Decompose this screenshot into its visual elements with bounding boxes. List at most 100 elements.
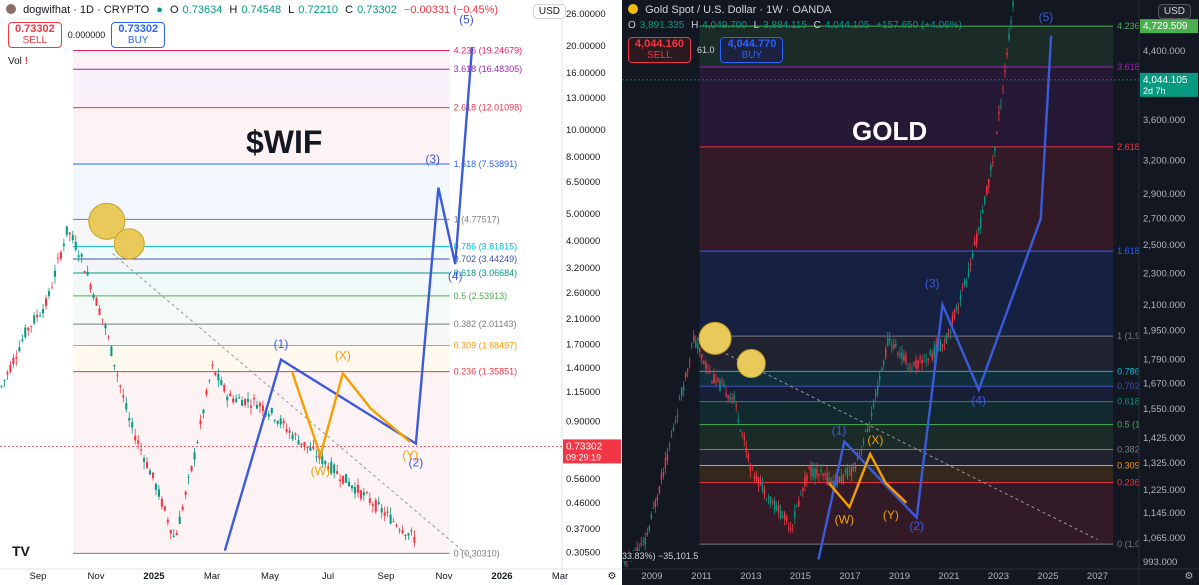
candle-body	[86, 271, 89, 276]
volume-label[interactable]: Vol !	[8, 56, 29, 67]
fib-band	[73, 272, 450, 296]
candle-body	[751, 465, 754, 466]
time-tick-label: 2009	[641, 571, 662, 582]
fib-level-label: 2.618 (12.01098)	[454, 103, 523, 113]
candle-body	[897, 353, 899, 355]
candle-body	[773, 500, 776, 510]
wave-label: (W)	[311, 464, 330, 478]
candle-body	[729, 396, 731, 400]
candle-body	[648, 526, 650, 531]
candle-body	[1006, 53, 1008, 56]
candle-body	[291, 434, 294, 440]
candle-body	[830, 481, 832, 483]
candle-body	[157, 489, 160, 497]
candle-body	[214, 372, 217, 376]
candle-body	[95, 297, 98, 306]
candle-body	[380, 508, 383, 513]
price-tick-label: 2.60000	[566, 288, 600, 299]
wif-chart-canvas[interactable]: 4.236 (19.24679) 3.618 (16.48305) 2.618 (1…	[0, 0, 622, 585]
candle-body	[238, 397, 241, 399]
gold-chart-canvas[interactable]: 4.236 (4,729.3.618 (4,199.2.618 (3,327.1…	[622, 0, 1199, 585]
gold-bottom-readout: 33.83%) −35,101.5	[622, 551, 699, 561]
candle-body	[832, 480, 834, 487]
candle-body	[688, 361, 691, 363]
gold-sell-button[interactable]: 4,044.160 SELL	[628, 37, 691, 63]
candle-body	[205, 390, 208, 395]
candle-body	[249, 405, 253, 408]
wave-label: (4)	[448, 269, 463, 283]
time-tick-label: 2023	[988, 571, 1009, 582]
trendline	[112, 253, 473, 560]
tradingview-logo[interactable]: TV	[12, 543, 30, 559]
highlight-circle	[88, 202, 126, 240]
candle-body	[202, 409, 205, 414]
candle-body	[333, 464, 336, 474]
candle-body	[321, 456, 324, 464]
wif-symbol[interactable]: dogwifhat · 1D · CRYPTO	[23, 4, 150, 16]
wave-label: (W)	[835, 513, 854, 527]
time-tick-label: 2015	[790, 571, 811, 582]
candle-body	[749, 464, 752, 471]
candle-body	[229, 393, 232, 397]
candle-body	[868, 427, 871, 429]
candle-body	[371, 504, 374, 507]
candle-body	[986, 186, 988, 195]
price-tick-label: 4,400.000	[1143, 46, 1185, 57]
gold-symbol[interactable]: Gold Spot / U.S. Dollar · 1W · OANDA	[645, 4, 832, 16]
candle-body	[241, 400, 244, 406]
candle-body	[386, 511, 389, 513]
price-tick-label: 2,100.000	[1143, 300, 1185, 311]
candle-body	[905, 355, 907, 364]
last-price-tag	[563, 439, 621, 464]
candle-body	[68, 232, 71, 235]
candle-body	[864, 429, 867, 431]
gold-currency-selector[interactable]: USD	[1157, 4, 1191, 19]
price-tick-label: 2,700.000	[1143, 214, 1185, 225]
candle-body	[336, 470, 339, 474]
wif-title: $WIF	[246, 124, 323, 160]
candle-body	[739, 429, 741, 431]
candle-body	[110, 346, 113, 357]
candle-body	[24, 327, 27, 338]
candle-body	[994, 147, 996, 152]
wif-buy-button[interactable]: 0.73302 BUY	[111, 22, 166, 48]
candle-body	[872, 403, 875, 408]
candle-body	[953, 310, 956, 319]
candle-body	[927, 358, 929, 361]
time-tick-label: Mar	[204, 571, 220, 582]
candle-body	[148, 470, 152, 475]
candle-body	[279, 418, 282, 425]
candle-body	[30, 326, 33, 327]
candle-body	[297, 440, 300, 445]
candle-body	[874, 392, 877, 397]
wif-currency-selector[interactable]: USD	[532, 4, 566, 19]
candle-body	[199, 420, 202, 425]
candle-body	[862, 441, 865, 443]
candle-body	[715, 380, 717, 382]
candle-body	[255, 405, 258, 409]
gold-buy-button[interactable]: 4,044.770 BUY	[720, 37, 784, 63]
gold-chart-panel[interactable]: 4.236 (4,729.3.618 (4,199.2.618 (3,327.1…	[622, 0, 1199, 585]
fib-band	[699, 371, 1114, 387]
wif-sell-button[interactable]: 0.73302 SELL	[8, 22, 62, 48]
price-tick-label: 3,200.000	[1143, 155, 1185, 166]
wave-label: (4)	[971, 394, 986, 408]
candle-body	[816, 469, 818, 476]
candle-body	[410, 530, 413, 532]
candle-body	[636, 547, 638, 552]
candle-body	[788, 528, 790, 530]
candle-body	[854, 462, 857, 469]
candle-body	[876, 385, 879, 394]
candle-body	[193, 452, 196, 460]
candle-body	[306, 446, 309, 448]
target-price-tag	[1140, 19, 1198, 34]
wif-chart-panel[interactable]: 4.236 (19.24679) 3.618 (16.48305) 2.618 (1…	[0, 0, 622, 585]
time-tick-label: Mar	[552, 571, 568, 582]
price-tick-label: 1.40000	[566, 363, 600, 374]
market-status-icon: ●	[156, 4, 163, 16]
candle-body	[53, 270, 56, 277]
candle-body	[850, 467, 853, 477]
candle-body	[988, 178, 990, 187]
price-tick-label: 1.15000	[566, 387, 600, 398]
bar-countdown: 09:29:19	[566, 452, 601, 462]
